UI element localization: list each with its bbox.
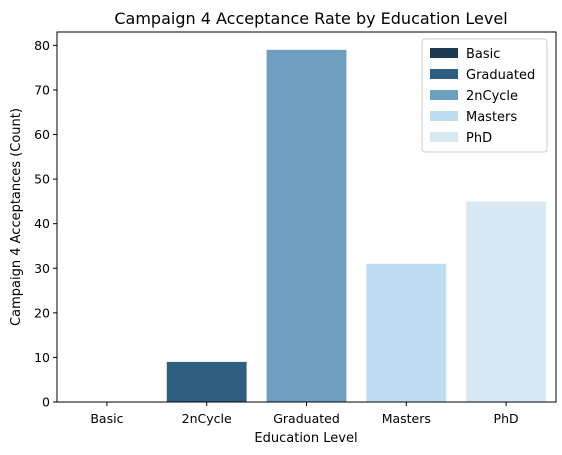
- legend: Basic Graduated 2nCycle Masters PhD: [421, 38, 548, 153]
- x-axis: Basic 2nCycle Graduated Masters PhD: [90, 402, 519, 426]
- y-tick-label: 80: [34, 38, 50, 53]
- legend-label: PhD: [466, 131, 492, 146]
- y-axis-label: Campaign 4 Acceptances (Count): [9, 108, 24, 326]
- x-axis-label: Education Level: [254, 431, 357, 446]
- plot-frame: [56, 31, 557, 403]
- bars-group: [166, 49, 547, 402]
- legend-label: Graduated: [466, 68, 535, 83]
- legend-label: 2nCycle: [466, 89, 518, 104]
- x-tick-label: Basic: [90, 411, 123, 426]
- bar-graduated: [266, 49, 347, 402]
- y-axis: 0 10 20 30 40 50 60 70 80: [34, 38, 57, 410]
- y-tick-label: 50: [34, 172, 50, 187]
- chart-title: Campaign 4 Acceptance Rate by Education …: [114, 9, 507, 28]
- legend-swatch: [430, 132, 458, 142]
- legend-label: Masters: [466, 110, 517, 125]
- bar-phd: [466, 201, 547, 402]
- legend-swatch: [430, 90, 458, 100]
- legend-swatch: [430, 111, 458, 121]
- legend-swatch: [430, 48, 458, 58]
- legend-swatch: [430, 69, 458, 79]
- bar-2ncycle: [166, 361, 247, 402]
- x-tick-label: 2nCycle: [182, 411, 232, 426]
- x-tick-label: Masters: [382, 411, 431, 426]
- x-tick-label: Graduated: [273, 411, 340, 426]
- y-tick-label: 20: [34, 305, 50, 320]
- y-tick-label: 10: [34, 350, 50, 365]
- x-tick-label: PhD: [494, 411, 519, 426]
- y-tick-label: 0: [42, 395, 50, 410]
- bar-masters: [366, 263, 447, 402]
- legend-label: Basic: [466, 47, 500, 62]
- y-tick-label: 30: [34, 261, 50, 276]
- legend-box: [421, 38, 548, 153]
- y-tick-label: 70: [34, 82, 50, 97]
- y-tick-label: 40: [34, 216, 50, 231]
- y-tick-label: 60: [34, 127, 50, 142]
